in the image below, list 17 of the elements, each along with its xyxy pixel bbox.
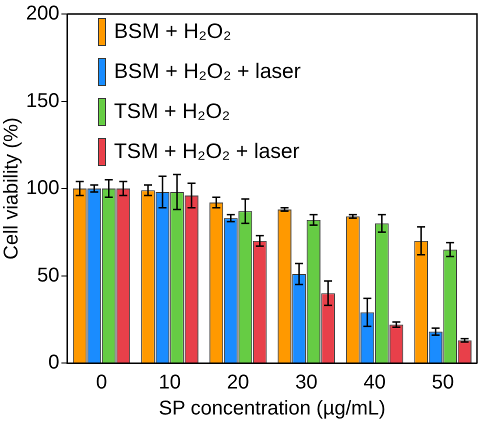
- legend-label: BSM + H₂O₂: [114, 20, 232, 44]
- legend-label: TSM + H₂O₂: [114, 100, 230, 124]
- x-tick-label: 20: [226, 372, 250, 394]
- x-tick-label: 50: [432, 372, 454, 394]
- x-tick-label: 10: [158, 372, 181, 394]
- x-tick-label: 30: [295, 372, 318, 394]
- y-tick-label: 0: [48, 352, 60, 374]
- y-tick-label: 100: [26, 177, 60, 200]
- y-axis-title: Cell viability (%): [0, 117, 23, 260]
- x-tick-label: 0: [96, 372, 108, 394]
- x-axis-title: SP concentration (µg/mL): [158, 398, 386, 420]
- y-tick-label: 200: [26, 2, 60, 25]
- x-tick-label: 40: [363, 372, 386, 394]
- legend-label: BSM + H₂O₂ + laser: [114, 60, 301, 84]
- legend-label: TSM + H₂O₂ + laser: [114, 140, 300, 164]
- y-tick-label: 50: [37, 264, 60, 286]
- y-tick-label: 150: [26, 90, 60, 112]
